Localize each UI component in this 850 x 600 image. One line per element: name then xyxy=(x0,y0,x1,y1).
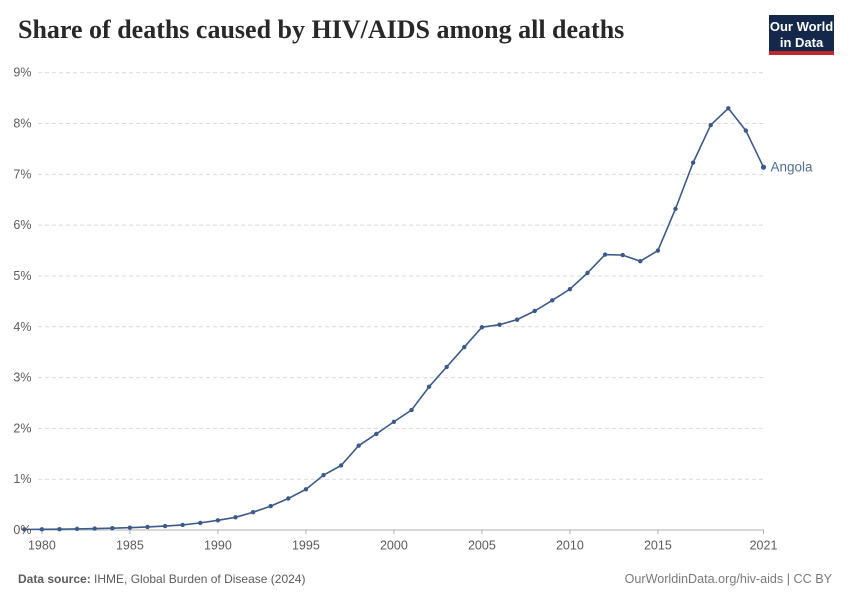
svg-text:2000: 2000 xyxy=(380,539,408,553)
svg-text:1990: 1990 xyxy=(204,539,232,553)
svg-text:7%: 7% xyxy=(13,167,31,181)
svg-text:0%: 0% xyxy=(13,523,31,537)
svg-text:8%: 8% xyxy=(13,117,31,131)
svg-text:5%: 5% xyxy=(13,269,31,283)
svg-text:9%: 9% xyxy=(13,66,31,80)
svg-text:1995: 1995 xyxy=(292,539,320,553)
svg-text:2021: 2021 xyxy=(750,539,778,553)
svg-text:6%: 6% xyxy=(13,218,31,232)
svg-text:1985: 1985 xyxy=(116,539,144,553)
svg-text:2005: 2005 xyxy=(468,539,496,553)
svg-text:2%: 2% xyxy=(13,421,31,435)
svg-text:1%: 1% xyxy=(13,472,31,486)
svg-text:3%: 3% xyxy=(13,371,31,385)
svg-text:4%: 4% xyxy=(13,320,31,334)
svg-text:Angola: Angola xyxy=(771,160,814,175)
svg-text:2015: 2015 xyxy=(644,539,672,553)
svg-text:1980: 1980 xyxy=(28,539,56,553)
svg-text:2010: 2010 xyxy=(556,539,584,553)
